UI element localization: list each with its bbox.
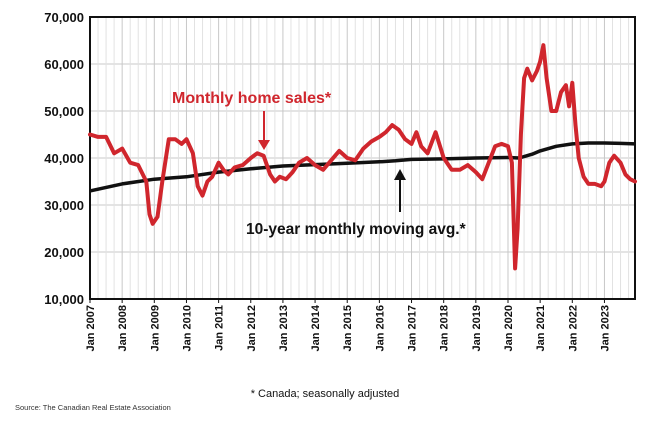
moving-average-annotation: 10-year monthly moving avg.* bbox=[246, 221, 467, 238]
moving-average-arrow-head bbox=[394, 169, 406, 180]
x-tick-label: Jan 2008 bbox=[117, 305, 129, 351]
y-tick-label: 20,000 bbox=[44, 245, 84, 260]
source-credit: Source: The Canadian Real Estate Associa… bbox=[15, 403, 171, 412]
x-tick-label: Jan 2023 bbox=[599, 305, 611, 351]
monthly-sales-line bbox=[88, 43, 637, 271]
y-tick-label: 70,000 bbox=[44, 10, 84, 25]
y-tick-label: 50,000 bbox=[44, 104, 84, 119]
x-tick-label: Jan 2011 bbox=[214, 305, 226, 351]
x-tick-label: Jan 2012 bbox=[246, 305, 258, 351]
monthly-sales-arrow-head bbox=[258, 140, 270, 150]
x-tick-label: Jan 2022 bbox=[567, 305, 579, 351]
monthly-sales-annotation: Monthly home sales* bbox=[172, 90, 332, 107]
plot-area-frame bbox=[89, 16, 636, 300]
x-tick-label: Jan 2017 bbox=[407, 305, 419, 351]
x-tick-label: Jan 2019 bbox=[471, 305, 483, 351]
x-axis-ticks: Jan 2007 Jan 2008 Jan 2009 Jan 2010 Jan 2011… bbox=[85, 299, 611, 351]
x-tick-label: Jan 2016 bbox=[374, 305, 386, 351]
y-tick-label: 10,000 bbox=[44, 292, 84, 307]
y-tick-label: 40,000 bbox=[44, 151, 84, 166]
y-axis-ticks: 10,000 20,000 30,000 40,000 50,000 60,000 70,0… bbox=[44, 10, 84, 307]
x-tick-label: Jan 2014 bbox=[310, 304, 322, 351]
x-tick-label: Jan 2021 bbox=[535, 305, 547, 351]
x-tick-label: Jan 2020 bbox=[503, 305, 515, 351]
x-tick-label: Jan 2018 bbox=[439, 305, 451, 351]
x-tick-label: Jan 2015 bbox=[342, 305, 354, 351]
y-tick-label: 60,000 bbox=[44, 57, 84, 72]
x-tick-label: Jan 2007 bbox=[85, 305, 97, 351]
grid-lines bbox=[89, 16, 635, 300]
footnote: * Canada; seasonally adjusted bbox=[250, 388, 400, 400]
x-tick-label: Jan 2013 bbox=[278, 305, 290, 351]
x-tick-label: Jan 2009 bbox=[149, 305, 161, 351]
y-tick-label: 30,000 bbox=[44, 198, 84, 213]
x-tick-label: Jan 2010 bbox=[181, 305, 193, 351]
